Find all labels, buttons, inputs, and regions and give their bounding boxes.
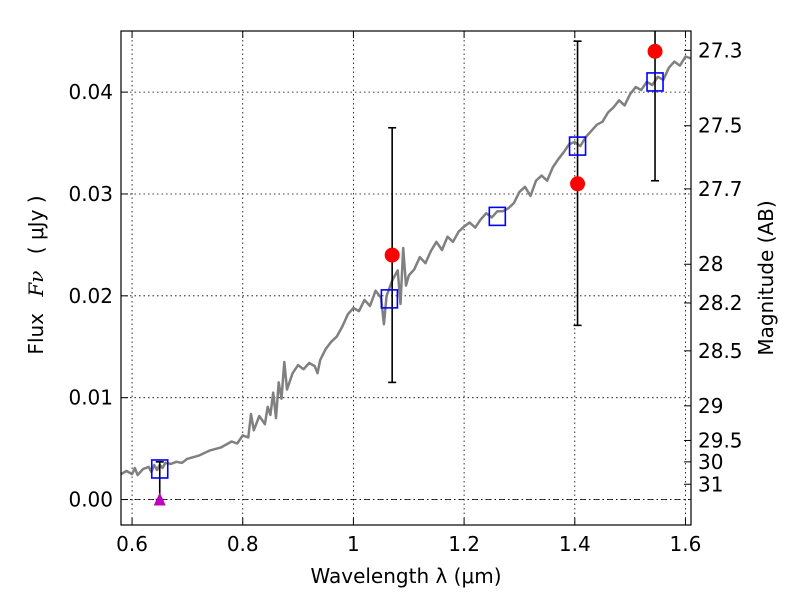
right-axis-label: Magnitude (AB): [754, 200, 778, 355]
observed-point: [570, 176, 586, 192]
plot-frame: [120, 30, 692, 526]
magnitude-tick-label: 31: [698, 472, 723, 496]
model-point: [568, 136, 587, 156]
y-tick-label: 0.01: [68, 386, 113, 410]
ticks: [121, 31, 691, 525]
x-tick-label: 1: [347, 532, 360, 556]
observed-point: [647, 43, 663, 59]
y-tick-label: 0.03: [68, 182, 113, 206]
magnitude-tick-label: 29: [698, 394, 723, 418]
y-axis-label-group: Flux Fν ( μJy ): [24, 195, 48, 354]
x-tick-label: 1.6: [670, 532, 702, 556]
magnitude-tick-label: 27.7: [698, 177, 743, 201]
x-axis-label: Wavelength λ (μm): [310, 564, 501, 588]
x-tick-label: 1.2: [448, 532, 480, 556]
tick-labels: 0.6 0.8 1 1.2 1.4 1.6 0.00 0.01 0.02 0.03 0.04 27.3…: [68, 38, 742, 556]
magnitude-tick-label: 27.3: [698, 38, 743, 62]
magnitude-tick-label: 30: [698, 450, 723, 474]
model-point: [380, 289, 399, 309]
magnitude-tick-label: 29.5: [698, 428, 743, 452]
y-tick-label: 0.02: [68, 284, 113, 308]
upper-limit-point: [153, 492, 166, 506]
model-point: [488, 206, 507, 227]
y-axis-unit: ( μJy ): [24, 195, 48, 254]
x-tick-label: 1.4: [559, 532, 591, 556]
magnitude-tick-label: 27.5: [698, 114, 743, 138]
observed-point: [384, 247, 400, 263]
x-tick-label: 0.6: [116, 532, 148, 556]
model-point: [646, 72, 664, 92]
y-axis-label: Flux: [24, 313, 48, 355]
svg-text:Flux Fν ( μJy ): Flux Fν ( μJy ): [24, 195, 48, 354]
y-tick-label: 0.04: [68, 80, 113, 104]
magnitude-tick-label: 28.2: [698, 291, 743, 315]
x-tick-label: 0.8: [227, 532, 259, 556]
y-axis-symbol: Fν: [24, 271, 48, 298]
markers: [150, 43, 664, 506]
magnitude-tick-label: 28: [698, 252, 723, 276]
y-tick-label: 0.00: [68, 488, 113, 512]
model-point: [150, 459, 169, 479]
magnitude-tick-label: 28.5: [698, 339, 743, 363]
